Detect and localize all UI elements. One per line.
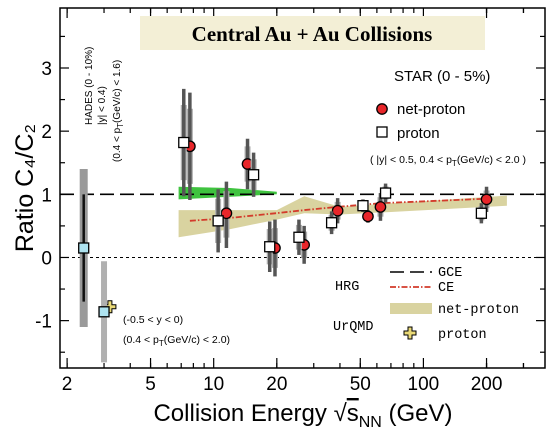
- chart-title: Central Au + Au Collisions: [192, 22, 433, 46]
- y-tick-label: 2: [41, 122, 52, 143]
- axes: -1 0 1 2 3 2 5 10 20 50 100 200 Ratio C₄/C₂ Collision…: [11, 7, 546, 431]
- hades-label-1: HADES (0 - 10%): [84, 47, 95, 125]
- proton-point: [178, 136, 190, 149]
- hades-point: [78, 242, 90, 254]
- net-proton-point: [362, 210, 374, 223]
- x-tick-label: 10: [203, 374, 224, 395]
- proton-point: [293, 231, 305, 243]
- legend-proton-label: proton: [397, 125, 440, 142]
- proton-point: [212, 215, 224, 227]
- hades-label-3-end: (GeV/c) < 1.6): [112, 60, 123, 123]
- x-tick-label: 20: [266, 374, 287, 395]
- x-axis-title-main: Collision Energy: [153, 400, 333, 427]
- x-tick-label: 2: [62, 374, 73, 395]
- sqrt-sign: √: [334, 400, 348, 427]
- urqmd-cut-2-main: (0.4 < p: [123, 334, 159, 346]
- x-tick-label: 200: [471, 374, 503, 395]
- hades-label-3-main: (0.4 < p: [112, 127, 123, 162]
- star-label: STAR (0 - 5%): [394, 68, 490, 85]
- net-proton-point: [220, 207, 233, 220]
- star-cut-sub: T: [452, 159, 457, 168]
- y-tick-label: 0: [41, 248, 52, 269]
- star-cut-end: (GeV/c) < 2.0 ): [457, 154, 526, 166]
- annotations: Central Au + Au Collisions STAR (0 - 5%) n…: [84, 16, 526, 348]
- hades-label-3-sub: T: [116, 123, 125, 128]
- legend-gce-label: GCE: [438, 266, 462, 281]
- net-proton-point: [480, 193, 493, 206]
- x-tick-label: 50: [350, 374, 371, 395]
- proton-point: [247, 169, 260, 181]
- x-tick-label: 100: [408, 374, 440, 395]
- star-cut-main: ( |y| < 0.5, 0.4 < p: [370, 154, 452, 166]
- x-axis-title-sub: NN: [359, 414, 382, 431]
- proton-point: [475, 207, 488, 219]
- urqmd-cut-2-end: (GeV/c) < 2.0): [164, 334, 230, 346]
- proton-point: [357, 200, 369, 212]
- legend-urqmd-proton-label: proton: [438, 328, 487, 343]
- legend-urqmd-label: UrQMD: [333, 320, 374, 335]
- hades-label-3: (0.4 < pT(GeV/c) < 1.6): [112, 60, 125, 162]
- urqmd-cut-2-sub: T: [159, 339, 164, 348]
- y-tick-label: -1: [35, 312, 52, 333]
- urqmd-low-point: [98, 306, 110, 318]
- legend-urqmd-proton-marker: [403, 326, 417, 340]
- net-proton-point: [331, 204, 344, 217]
- data-points: [78, 88, 493, 363]
- urqmd-cut-1: (-0.5 < y < 0): [123, 314, 183, 326]
- x-axis-title: Collision Energy √sNN (GeV): [153, 400, 452, 431]
- legend-urqmd-net-proton-label: net-proton: [438, 303, 519, 318]
- title-box: [140, 16, 485, 50]
- legend-net-proton-marker: [376, 103, 388, 115]
- x-axis-title-unit: (GeV): [382, 400, 453, 427]
- y-axis-title: Ratio C₄/C₂: [11, 124, 39, 252]
- net-proton-point: [374, 201, 387, 213]
- plot-frame: [59, 7, 546, 369]
- proton-point: [264, 241, 276, 253]
- star-cut-label: ( |y| < 0.5, 0.4 < pT(GeV/c) < 2.0 ): [370, 154, 526, 168]
- legend-hrg-label: HRG: [335, 280, 359, 295]
- legend-urqmd-band: [390, 303, 432, 314]
- legend-net-proton-label: net-proton: [397, 101, 465, 118]
- proton-point: [325, 217, 338, 229]
- x-axis-title-s: s: [347, 400, 359, 427]
- y-tick-label: 3: [41, 59, 52, 80]
- x-tick-label: 5: [145, 374, 156, 395]
- y-tick-label: 1: [41, 185, 52, 206]
- legend-proton-marker: [376, 126, 388, 138]
- proton-point: [379, 187, 392, 199]
- legend-ce-label: CE: [438, 281, 454, 296]
- urqmd-cut-2: (0.4 < pT(GeV/c) < 2.0): [123, 334, 230, 348]
- urqmd-net-proton-band: [178, 195, 507, 238]
- hades-label-2: |y| < 0.4): [97, 86, 108, 125]
